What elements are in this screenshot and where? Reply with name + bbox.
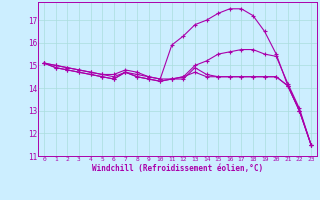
X-axis label: Windchill (Refroidissement éolien,°C): Windchill (Refroidissement éolien,°C) <box>92 164 263 173</box>
